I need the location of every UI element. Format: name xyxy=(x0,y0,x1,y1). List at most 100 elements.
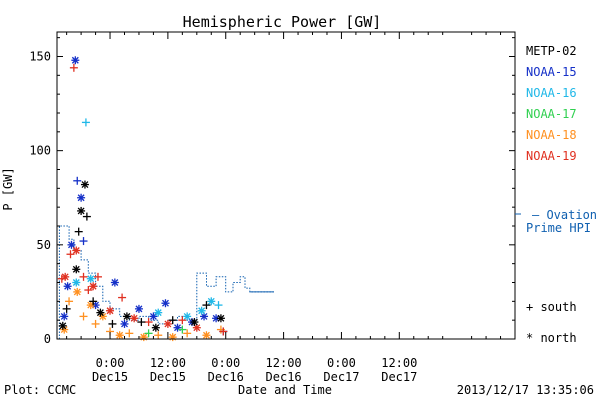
north-star-marker xyxy=(154,308,163,317)
x-tick-time: 0:00 xyxy=(327,356,356,370)
north-star-marker xyxy=(86,274,95,283)
north-star-marker xyxy=(202,331,211,340)
north-star-marker xyxy=(130,314,139,323)
x-tick-date: Dec17 xyxy=(381,370,417,384)
north-star-marker xyxy=(106,306,115,315)
south-plus-marker xyxy=(74,227,83,236)
south-plus-marker xyxy=(65,297,74,306)
y-axis-label: P [GW] xyxy=(1,167,15,210)
south-plus-marker xyxy=(73,176,82,185)
chart-title: Hemispheric Power [GW] xyxy=(183,13,382,31)
marker-legend-south: + south xyxy=(526,300,577,314)
marker-stroke xyxy=(73,288,81,296)
north-star-marker xyxy=(149,312,158,321)
x-tick-time: 12:00 xyxy=(150,356,186,370)
legend-entry: NOAA-15 xyxy=(526,65,577,79)
x-tick-time: 12:00 xyxy=(381,356,417,370)
marker-stroke xyxy=(106,307,114,315)
north-star-marker xyxy=(71,56,80,65)
north-star-marker xyxy=(72,265,81,274)
x-tick-date: Dec17 xyxy=(323,370,359,384)
marker-stroke xyxy=(207,297,215,305)
marker-stroke xyxy=(190,318,198,326)
south-plus-marker xyxy=(137,318,146,327)
north-star-marker xyxy=(77,206,86,215)
south-plus-marker xyxy=(91,319,100,328)
north-star-marker xyxy=(163,319,172,328)
north-star-marker xyxy=(77,193,86,202)
marker-stroke xyxy=(89,282,97,290)
north-star-marker xyxy=(80,180,89,189)
north-star-marker xyxy=(207,297,216,306)
south-plus-marker xyxy=(178,325,187,334)
north-star-marker xyxy=(72,246,81,255)
legend: METP-02 NOAA-15 NOAA-16 NOAA-17 NOAA-18 NOAA-… xyxy=(526,44,577,163)
north-star-marker xyxy=(120,319,129,328)
south-plus-marker xyxy=(125,329,134,338)
x-axis-label: Date and Time xyxy=(238,383,332,397)
marker-stroke xyxy=(77,194,85,202)
north-star-marker xyxy=(63,282,72,291)
south-plus-marker xyxy=(79,237,88,246)
north-star-marker xyxy=(122,312,131,321)
legend-entry: NOAA-19 xyxy=(526,149,577,163)
north-star-marker xyxy=(139,333,148,342)
marker-legend-north: * north xyxy=(526,331,577,345)
marker-stroke xyxy=(162,299,169,307)
south-plus-marker xyxy=(108,319,117,328)
south-plus-marker xyxy=(79,312,88,321)
legend-entry: NOAA-18 xyxy=(526,128,577,142)
marker-stroke xyxy=(183,312,191,320)
marker-stroke xyxy=(72,265,80,273)
marker-stroke xyxy=(154,309,162,317)
north-star-marker xyxy=(197,306,206,315)
north-star-marker xyxy=(110,278,119,287)
marker-stroke xyxy=(149,312,157,320)
south-plus-marker xyxy=(84,286,93,295)
x-tick-date: Dec15 xyxy=(150,370,186,384)
south-plus-marker xyxy=(79,272,88,281)
marker-stroke xyxy=(152,324,160,332)
north-star-marker xyxy=(73,287,82,296)
north-star-marker xyxy=(96,308,105,317)
south-plus-marker xyxy=(178,316,187,325)
y-tick-label: 100 xyxy=(29,144,51,158)
north-star-marker xyxy=(173,323,182,332)
marker-stroke xyxy=(200,312,208,320)
x-tick-date: Dec16 xyxy=(266,370,302,384)
x-tick-time: 12:00 xyxy=(266,356,302,370)
marker-stroke xyxy=(72,279,80,286)
plot-area xyxy=(57,56,274,342)
north-star-marker xyxy=(161,299,170,308)
marker-stroke xyxy=(64,282,72,290)
south-plus-marker xyxy=(81,118,90,127)
north-star-marker xyxy=(151,323,160,332)
south-plus-marker xyxy=(89,297,98,306)
marker-stroke xyxy=(116,331,124,339)
marker-stroke xyxy=(217,314,225,322)
north-star-marker xyxy=(89,282,98,291)
north-star-marker xyxy=(60,312,69,321)
marker-stroke xyxy=(61,273,69,281)
marker-stroke xyxy=(130,314,138,322)
north-star-marker xyxy=(115,331,124,340)
south-plus-marker xyxy=(66,250,75,259)
north-star-marker xyxy=(183,312,192,321)
south-plus-marker xyxy=(82,212,91,221)
marker-stroke xyxy=(121,320,128,328)
south-plus-marker xyxy=(144,318,153,327)
north-star-marker xyxy=(58,321,67,330)
ovation-legend-line2: Prime HPI xyxy=(526,221,591,235)
north-star-marker xyxy=(216,314,225,323)
marker-stroke xyxy=(68,241,75,249)
south-plus-marker xyxy=(62,304,71,313)
marker-stroke xyxy=(202,331,210,339)
south-plus-marker xyxy=(118,293,127,302)
marker-stroke xyxy=(135,305,143,313)
marker-stroke xyxy=(77,207,85,215)
plot-frame xyxy=(56,31,516,340)
marker-stroke xyxy=(198,307,206,315)
south-plus-marker xyxy=(219,327,228,336)
north-star-marker xyxy=(72,278,81,287)
